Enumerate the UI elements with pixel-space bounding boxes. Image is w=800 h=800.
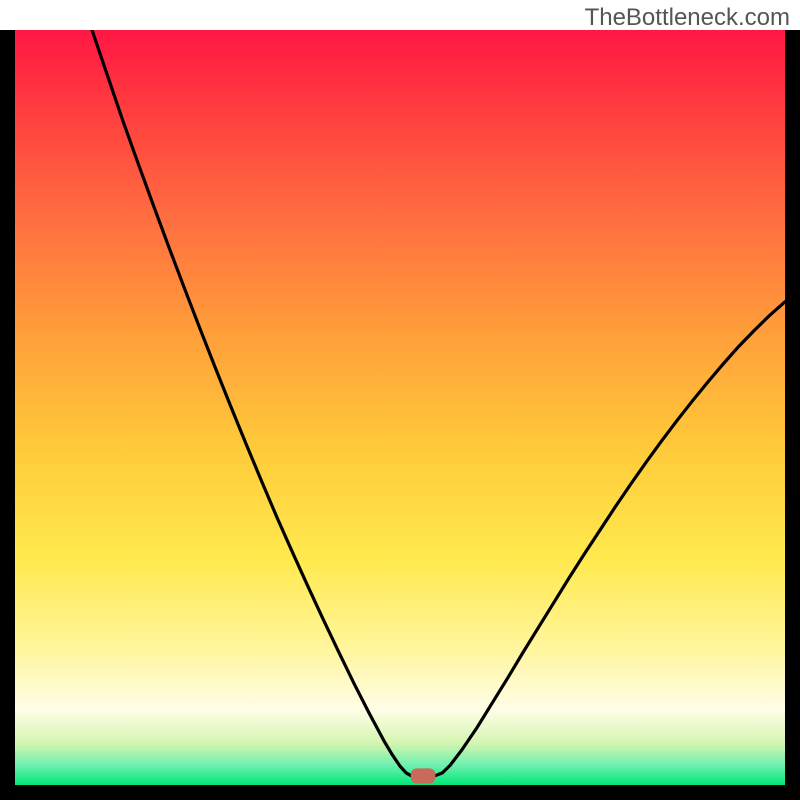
chart-container: TheBottleneck.com [0, 0, 800, 800]
bottleneck-chart [0, 0, 800, 800]
trough-marker [411, 768, 436, 783]
watermark-text: TheBottleneck.com [585, 4, 790, 32]
